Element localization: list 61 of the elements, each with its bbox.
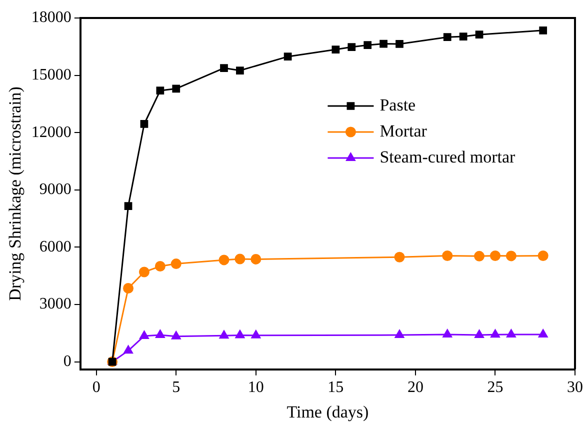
point (250, 254, 262, 264)
x-tick-label: 30 (567, 379, 583, 396)
point (475, 30, 484, 39)
x-tick-label: 20 (407, 379, 424, 396)
point (394, 330, 404, 338)
point (235, 330, 245, 338)
point (124, 345, 133, 354)
x-tick-label: 25 (487, 379, 504, 396)
point (123, 282, 134, 294)
point (538, 250, 548, 262)
point (234, 254, 246, 264)
point (172, 84, 180, 93)
x-tick-label: 0 (92, 379, 100, 396)
x-axis-title: Time (days) (286, 402, 369, 422)
point (140, 120, 148, 128)
point (348, 43, 356, 51)
y-tick-label: 3000 (39, 296, 72, 313)
point (170, 258, 182, 270)
x-tick-label: 15 (328, 379, 344, 396)
point (380, 40, 388, 48)
point (138, 266, 150, 278)
point (140, 330, 149, 339)
point (251, 330, 261, 338)
point (236, 66, 244, 74)
y-tick-label: 6000 (39, 238, 72, 256)
point (171, 331, 181, 340)
point (218, 254, 230, 266)
point (539, 26, 548, 34)
legend-label: Mortar (380, 121, 428, 140)
legend-label: Paste (380, 95, 416, 114)
y-tick-label: 0 (63, 352, 72, 370)
point (442, 250, 453, 262)
point (490, 329, 500, 338)
x-tick-label: 10 (248, 379, 264, 396)
y-tick-label: 18000 (31, 9, 72, 26)
point (506, 250, 516, 262)
point (394, 252, 405, 262)
y-tick-label: 9000 (39, 181, 72, 198)
point (396, 40, 404, 48)
point (506, 329, 516, 338)
legend-label: Steam-cured mortar (380, 147, 516, 166)
point (124, 202, 132, 210)
point (490, 250, 500, 262)
y-axis-title: Drying Shrinkage (microstrain) (6, 86, 25, 301)
point (284, 52, 292, 61)
point (364, 41, 372, 50)
point (474, 250, 485, 262)
point (443, 33, 452, 42)
point (156, 86, 164, 95)
y-tick-label: 15000 (31, 66, 72, 84)
x-tick-label: 5 (172, 379, 180, 396)
point (474, 330, 484, 338)
point (220, 64, 228, 72)
point (332, 46, 340, 54)
y-tick-label: 12000 (31, 124, 72, 141)
point (156, 330, 165, 338)
point (442, 329, 452, 338)
point (459, 32, 468, 40)
point (538, 329, 548, 338)
point (154, 261, 166, 272)
point (219, 330, 229, 339)
